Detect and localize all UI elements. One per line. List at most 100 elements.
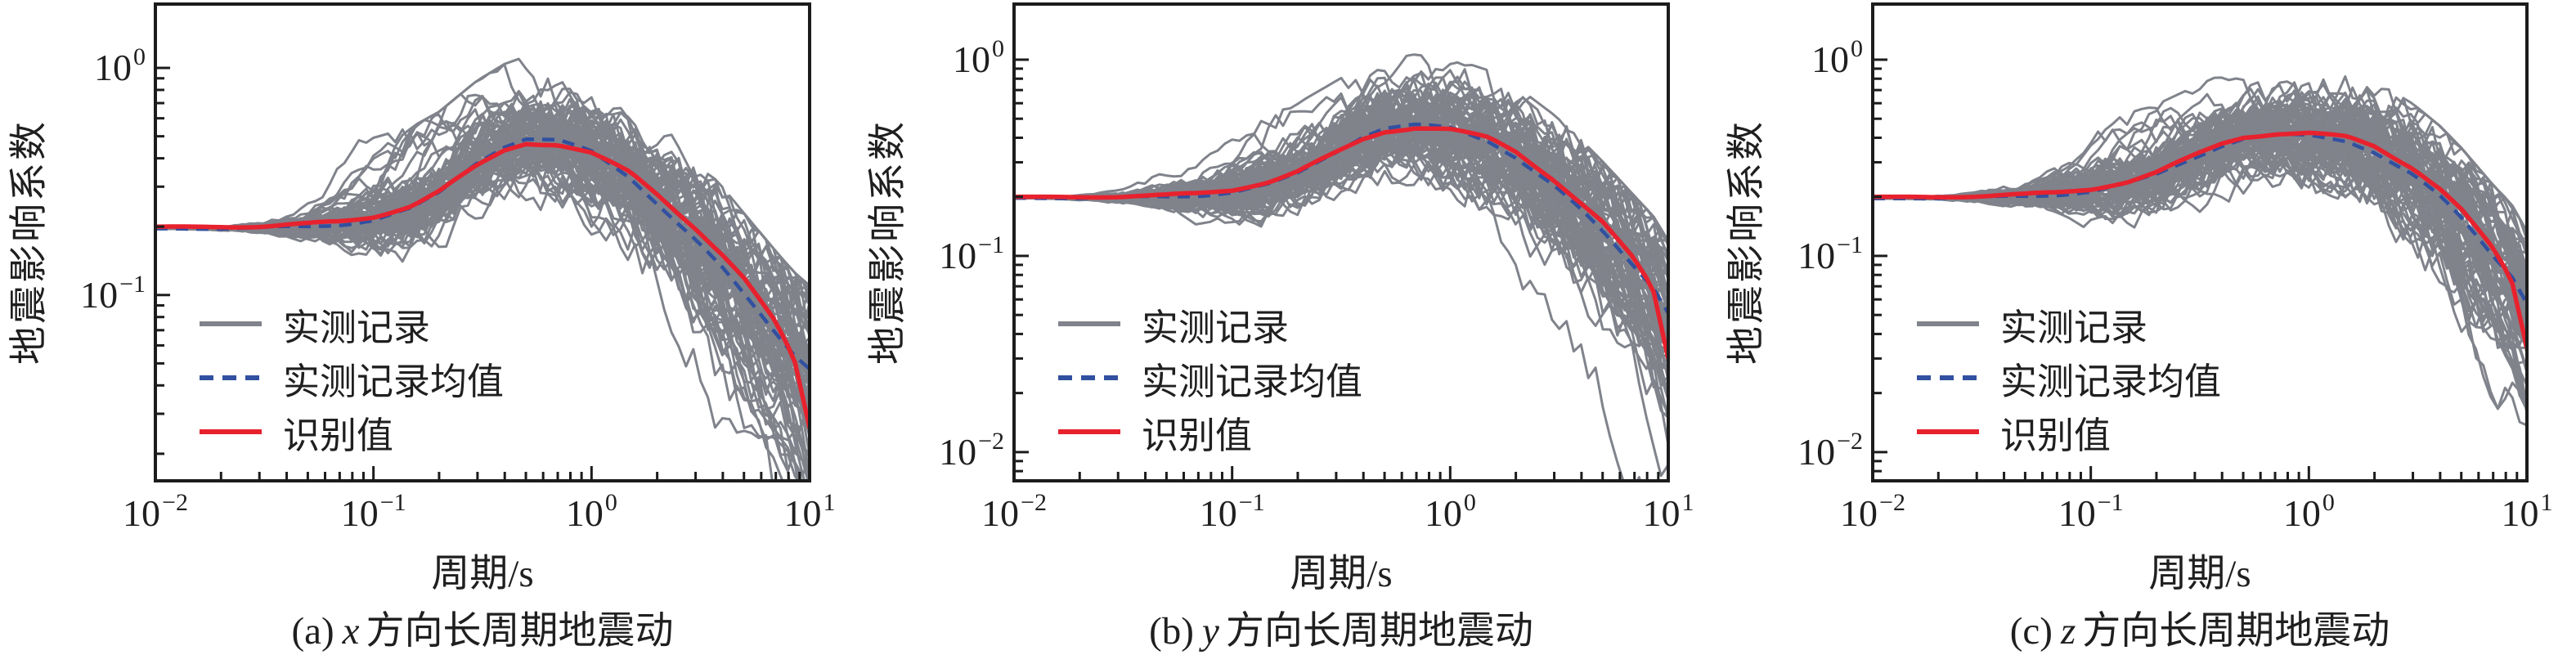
legend-label-identified: 识别值 [283, 415, 394, 456]
x-tick-label: 100 [518, 489, 665, 541]
records-line-swatch [1917, 321, 1979, 326]
tick-base: 10 [2282, 492, 2321, 534]
tick-exponent: −2 [162, 489, 188, 516]
tick-exponent: 1 [2540, 489, 2553, 516]
legend-label-mean: 实测记录均值 [283, 361, 505, 402]
legend-entry-identified: 识别值 [200, 410, 393, 456]
tick-exponent: 0 [2322, 489, 2335, 516]
tick-base: 10 [1797, 430, 1836, 473]
tick-exponent: −2 [1021, 489, 1047, 516]
tick-base: 10 [783, 492, 822, 534]
tick-exponent: −2 [1837, 427, 1863, 455]
y-tick-label: 10−1 [882, 231, 1004, 284]
tick-base: 10 [80, 273, 119, 316]
tick-base: 10 [1811, 38, 1849, 80]
tick-exponent: −1 [2097, 489, 2124, 516]
x-tick-label: 10−2 [940, 489, 1088, 541]
tick-base: 10 [2501, 492, 2539, 534]
legend-label-identified: 识别值 [2000, 415, 2112, 456]
tick-base: 10 [565, 492, 604, 534]
tick-base: 10 [1199, 492, 1237, 534]
x-tick-label: 10−1 [2017, 489, 2165, 541]
legend-label-identified: 识别值 [1142, 415, 1253, 456]
tick-exponent: 0 [1851, 34, 1863, 62]
caption-direction-var: x [342, 610, 360, 653]
legend-entry-records: 实测记录 [1058, 303, 1289, 348]
caption-index: (c) [2009, 610, 2053, 653]
legend-entry-identified: 识别值 [1058, 410, 1252, 456]
x-axis-label: 周期/s [2148, 553, 2251, 595]
caption-index: (b) [1149, 610, 1194, 653]
tick-base: 10 [939, 234, 977, 276]
mean-line-swatch [1058, 375, 1120, 380]
x-tick-label: 101 [736, 489, 883, 541]
chart-panel-b: 地震影响系数 周期/s 实测记录 实测记录均值 识别值 (b) y 方向长周期地震动… [859, 0, 1717, 655]
legend-entry-records: 实测记录 [200, 303, 430, 348]
x-tick-label: 10−2 [82, 489, 229, 541]
x-tick-label: 101 [1595, 489, 1742, 541]
caption-direction-var: y [1201, 610, 1219, 653]
plot-canvas-c [1871, 2, 2529, 482]
tick-exponent: −1 [978, 231, 1004, 258]
x-tick-label: 100 [1376, 489, 1524, 541]
caption-text: 方向长周期地震动 [366, 610, 674, 653]
tick-base: 10 [1642, 492, 1681, 534]
y-tick-label: 100 [1740, 34, 1863, 87]
x-tick-label: 101 [2453, 489, 2576, 541]
tick-exponent: 0 [133, 43, 146, 71]
legend-label-mean: 实测记录均值 [1142, 361, 1363, 402]
legend-label-records: 实测记录 [283, 307, 431, 348]
identified-line-swatch [1917, 429, 1979, 434]
caption-direction-var: z [2060, 610, 2076, 653]
tick-base: 10 [2058, 492, 2096, 534]
legend-entry-identified: 识别值 [1917, 410, 2111, 456]
tick-base: 10 [1424, 492, 1462, 534]
legend-label-mean: 实测记录均值 [2000, 361, 2222, 402]
plot-canvas-b [1012, 2, 1670, 482]
x-tick-label: 10−1 [1159, 489, 1306, 541]
tick-base: 10 [953, 38, 990, 80]
tick-exponent: 1 [823, 489, 836, 516]
legend-entry-mean: 实测记录均值 [1917, 357, 2221, 402]
identified-line-swatch [200, 429, 262, 434]
caption-text: 方向长周期地震动 [2082, 610, 2390, 653]
tick-base: 10 [1797, 234, 1836, 276]
legend-label-records: 实测记录 [1142, 307, 1290, 348]
x-tick-label: 10−2 [1799, 489, 1946, 541]
tick-exponent: −2 [978, 427, 1004, 455]
panel-caption: (b) y 方向长周期地震动 [953, 599, 1730, 655]
plot-canvas-a [154, 2, 811, 482]
x-tick-label: 10−1 [300, 489, 447, 541]
y-tick-label: 10−1 [1740, 231, 1863, 284]
tick-base: 10 [939, 430, 977, 473]
tick-exponent: 0 [1463, 489, 1476, 516]
tick-base: 10 [340, 492, 379, 534]
legend-entry-records: 实测记录 [1917, 303, 2147, 348]
y-tick-label: 100 [23, 43, 146, 96]
tick-exponent: 0 [604, 489, 617, 516]
mean-line-swatch [200, 375, 262, 380]
x-axis-label: 周期/s [431, 553, 534, 595]
panel-caption: (c) z 方向长周期地震动 [1811, 599, 2576, 655]
legend-entry-mean: 实测记录均值 [1058, 357, 1362, 402]
x-tick-label: 100 [2235, 489, 2382, 541]
tick-exponent: 1 [1681, 489, 1694, 516]
tick-base: 10 [1840, 492, 1878, 534]
y-tick-label: 10−2 [1740, 427, 1863, 480]
tick-base: 10 [94, 47, 132, 89]
y-tick-label: 10−2 [882, 427, 1004, 480]
caption-index: (a) [291, 610, 334, 653]
tick-exponent: −1 [1837, 231, 1863, 258]
caption-text: 方向长周期地震动 [1225, 610, 1533, 653]
panel-caption: (a) x 方向长周期地震动 [94, 599, 871, 655]
records-line-swatch [200, 321, 262, 326]
y-tick-label: 100 [882, 35, 1004, 87]
y-tick-label: 10−1 [23, 271, 146, 323]
tick-base: 10 [981, 492, 1020, 534]
identified-line-swatch [1058, 429, 1120, 434]
legend-label-records: 实测记录 [2000, 307, 2148, 348]
mean-line-swatch [1917, 375, 1979, 380]
legend-entry-mean: 实测记录均值 [200, 357, 504, 402]
tick-exponent: −2 [1879, 489, 1905, 516]
